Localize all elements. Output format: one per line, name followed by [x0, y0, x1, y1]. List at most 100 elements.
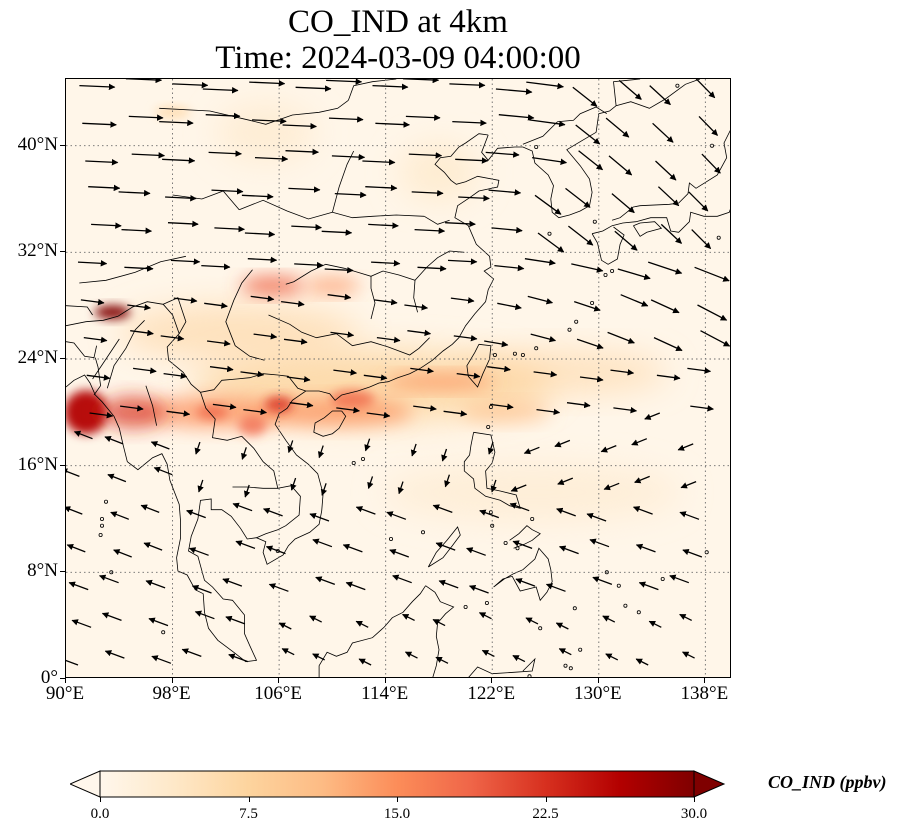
wind-vector [554, 439, 571, 448]
wind-vector [358, 658, 372, 666]
wind-vector [330, 331, 355, 338]
chart-title: CO_IND at 4km [288, 4, 508, 40]
wind-vector [268, 583, 289, 592]
wind-vector [173, 297, 198, 304]
wind-vector [372, 83, 409, 91]
coastline-20 [66, 305, 93, 316]
wind-vector [647, 261, 683, 275]
wind-vector [510, 484, 527, 492]
wind-vector [688, 191, 709, 212]
lat-tick-mark [60, 144, 65, 146]
wind-vector [214, 225, 245, 233]
wind-vector [355, 620, 369, 628]
lon-tick-mark [65, 678, 66, 683]
concentration-blob-13 [196, 405, 229, 420]
coastline-8 [318, 585, 426, 677]
wind-vector [613, 406, 638, 414]
wind-vector [73, 430, 93, 440]
wind-vector [449, 81, 486, 89]
wind-vectors [66, 79, 730, 666]
wind-vector [281, 648, 295, 656]
lon-tick-label: 98°E [152, 683, 191, 704]
wind-vector [527, 295, 554, 305]
wind-vector [620, 294, 649, 307]
island-28 [515, 546, 520, 551]
wind-vector [288, 186, 321, 193]
wind-vector [309, 512, 330, 522]
wind-vector [532, 156, 568, 165]
wind-vector [509, 502, 530, 512]
wind-vector [315, 576, 336, 586]
wind-vector [66, 543, 86, 553]
wind-vector [133, 367, 157, 374]
wind-vector [447, 258, 478, 265]
island-16 [100, 523, 105, 528]
wind-vector [333, 369, 358, 376]
concentration-blob-10 [100, 396, 165, 429]
wind-vector [631, 438, 648, 446]
wind-vector [68, 581, 89, 591]
coastline-38 [66, 341, 97, 359]
wind-vector [250, 295, 275, 302]
wind-vector [491, 226, 523, 234]
lon-tick-mark [704, 678, 706, 683]
wind-vector [222, 578, 243, 587]
island-35 [534, 346, 539, 351]
island-19 [109, 570, 114, 575]
wind-vector [128, 114, 164, 121]
colorbar-tick-label: 30.0 [680, 806, 708, 822]
colorbar [70, 770, 726, 798]
island-15 [100, 516, 105, 521]
island-11 [463, 605, 468, 610]
wind-vector [373, 298, 398, 306]
island-4 [578, 647, 583, 652]
wind-vector [188, 547, 209, 556]
coastline-1 [66, 133, 500, 663]
colorbar-tick-label: 7.5 [239, 806, 258, 822]
island-33 [512, 351, 517, 356]
concentration-blob-16 [399, 142, 479, 203]
island-46 [675, 83, 680, 88]
coastline-14 [633, 221, 663, 237]
wind-vector [568, 225, 594, 246]
colorbar-tick-mark [545, 797, 547, 802]
wind-vector [211, 188, 244, 195]
wind-vector [235, 540, 256, 550]
wind-vector [110, 511, 130, 520]
colorbar-max-extension [693, 770, 726, 798]
island-2 [563, 663, 568, 668]
wind-vector [88, 184, 121, 192]
wind-vector [414, 227, 446, 235]
colorbar-tick-mark [100, 797, 101, 802]
lon-tick-mark [278, 678, 280, 683]
island-24 [420, 530, 425, 535]
wind-vector [680, 480, 697, 489]
wind-vector [479, 509, 500, 519]
wind-vector [495, 88, 533, 95]
wind-vector [534, 194, 562, 215]
wind-vector [407, 329, 432, 337]
wind-vector [456, 372, 481, 380]
wind-vector [445, 220, 476, 228]
wind-vector [441, 448, 448, 462]
wind-vector [287, 440, 294, 454]
wind-vector [150, 441, 170, 450]
wind-vector [290, 477, 297, 491]
wind-vector [148, 617, 169, 627]
wind-vector [650, 299, 680, 314]
coastline-3 [466, 343, 492, 388]
concentration-blob-5 [384, 373, 494, 390]
wind-vector [466, 547, 486, 556]
wind-vector [118, 189, 151, 197]
wind-vector [600, 444, 617, 453]
wind-vector [172, 81, 209, 89]
wind-vector [410, 367, 434, 374]
wind-vector [345, 581, 366, 591]
wind-vector [404, 304, 429, 311]
wind-vector [376, 336, 401, 344]
wind-vector [202, 87, 239, 94]
chart-subtitle-time: Time: 2024-03-09 04:00:00 [215, 40, 581, 76]
wind-vector [605, 117, 630, 138]
island-44 [716, 235, 721, 240]
wind-vector [191, 584, 212, 594]
